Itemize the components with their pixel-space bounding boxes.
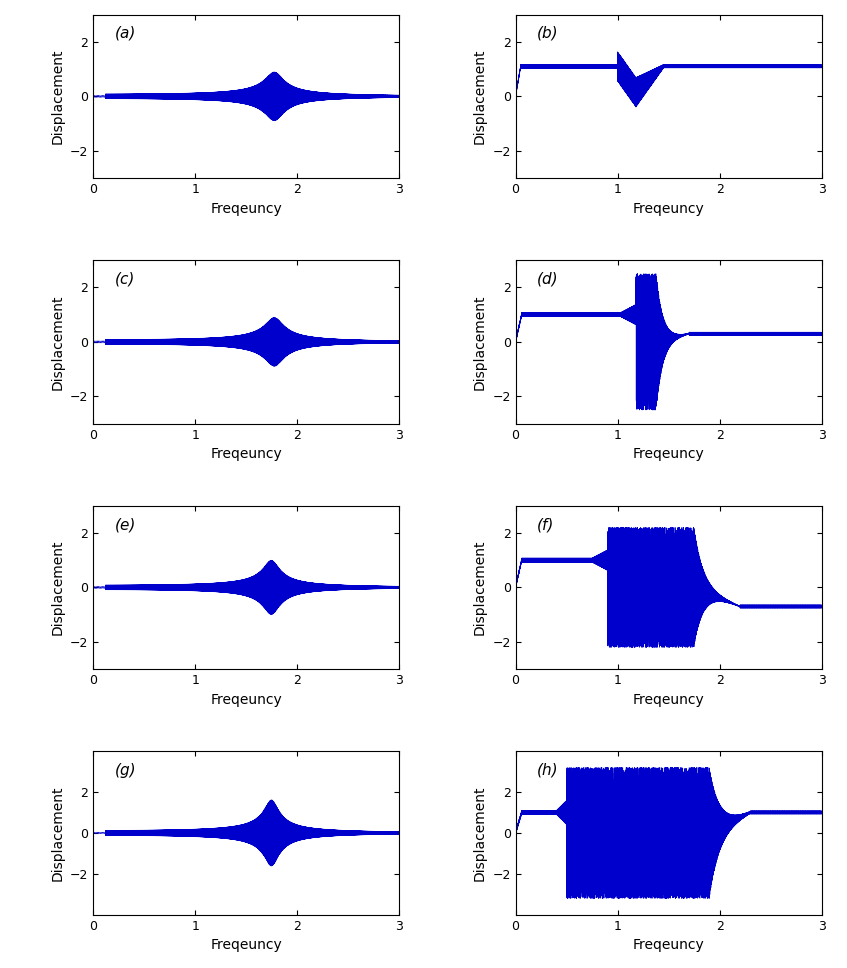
Y-axis label: Displacement: Displacement xyxy=(50,785,64,881)
X-axis label: Freqeuncy: Freqeuncy xyxy=(210,447,282,461)
Y-axis label: Displacement: Displacement xyxy=(473,539,487,635)
Y-axis label: Displacement: Displacement xyxy=(473,48,487,144)
Text: (d): (d) xyxy=(537,271,558,287)
X-axis label: Freqeuncy: Freqeuncy xyxy=(633,693,705,707)
X-axis label: Freqeuncy: Freqeuncy xyxy=(210,693,282,707)
Text: (a): (a) xyxy=(114,26,136,41)
Y-axis label: Displacement: Displacement xyxy=(473,785,487,881)
Text: (g): (g) xyxy=(114,763,136,777)
Text: (b): (b) xyxy=(537,26,558,41)
X-axis label: Freqeuncy: Freqeuncy xyxy=(633,938,705,953)
X-axis label: Freqeuncy: Freqeuncy xyxy=(210,938,282,953)
Y-axis label: Displacement: Displacement xyxy=(50,48,64,144)
Y-axis label: Displacement: Displacement xyxy=(473,294,487,390)
X-axis label: Freqeuncy: Freqeuncy xyxy=(633,201,705,216)
X-axis label: Freqeuncy: Freqeuncy xyxy=(633,447,705,461)
X-axis label: Freqeuncy: Freqeuncy xyxy=(210,201,282,216)
Text: (e): (e) xyxy=(114,517,136,532)
Text: (h): (h) xyxy=(537,763,558,777)
Y-axis label: Displacement: Displacement xyxy=(50,539,64,635)
Text: (c): (c) xyxy=(114,271,135,287)
Y-axis label: Displacement: Displacement xyxy=(50,294,64,390)
Text: (f): (f) xyxy=(537,517,554,532)
